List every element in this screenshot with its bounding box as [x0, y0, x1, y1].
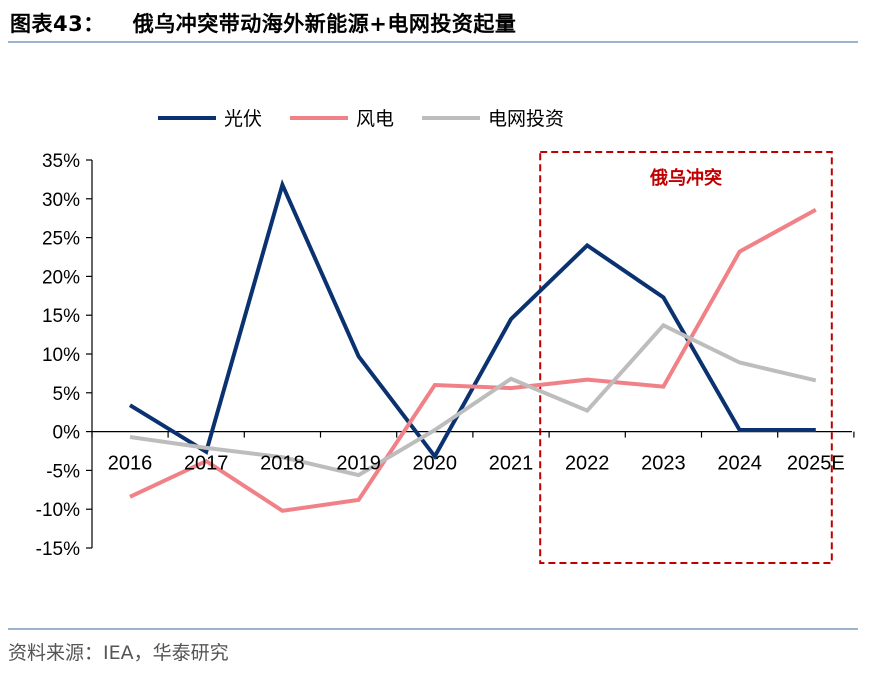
x-tick-label: 2019: [336, 453, 381, 475]
y-tick-label: 35%: [42, 151, 80, 172]
x-tick-label: 2024: [717, 453, 762, 475]
x-tick-label: 2020: [413, 453, 458, 475]
y-tick-label: 20%: [42, 267, 80, 288]
y-tick-label: 10%: [42, 345, 80, 366]
title-divider: [8, 41, 858, 43]
y-tick-label: -10%: [36, 500, 80, 521]
figure-title: 图表43： 俄乌冲突带动海外新能源+电网投资起量: [10, 8, 516, 38]
x-tick-label: 2018: [260, 453, 305, 475]
y-tick-label: 0%: [53, 423, 81, 444]
series-line-1: [128, 178, 816, 461]
source-divider: [8, 628, 858, 630]
source-note: 资料来源：IEA，华泰研究: [8, 642, 229, 664]
figure-label: 图表43：: [10, 12, 105, 36]
y-tick-label: -5%: [46, 461, 80, 482]
series-line-3: [129, 322, 817, 478]
x-tick-label: 2025E: [787, 453, 845, 475]
y-tick-label: -15%: [36, 539, 80, 560]
legend-label: 风电: [356, 108, 394, 130]
legend-label: 光伏: [224, 108, 262, 130]
legend-label: 电网投资: [488, 108, 564, 130]
figure-title-text: 俄乌冲突带动海外新能源+电网投资起量: [132, 12, 517, 36]
x-tick-label: 2023: [641, 453, 686, 475]
y-tick-label: 5%: [53, 384, 81, 405]
y-tick-label: 30%: [42, 190, 80, 211]
x-tick-label: 2017: [184, 453, 229, 475]
x-tick-label: 2016: [108, 453, 153, 475]
y-tick-label: 15%: [42, 306, 80, 327]
x-tick-label: 2021: [489, 453, 534, 475]
series-line-2: [129, 207, 817, 513]
highlight-label: 俄乌冲突: [649, 167, 722, 189]
highlight-box: [539, 151, 833, 564]
x-tick-label: 2022: [565, 453, 610, 475]
y-tick-label: 25%: [42, 229, 80, 250]
